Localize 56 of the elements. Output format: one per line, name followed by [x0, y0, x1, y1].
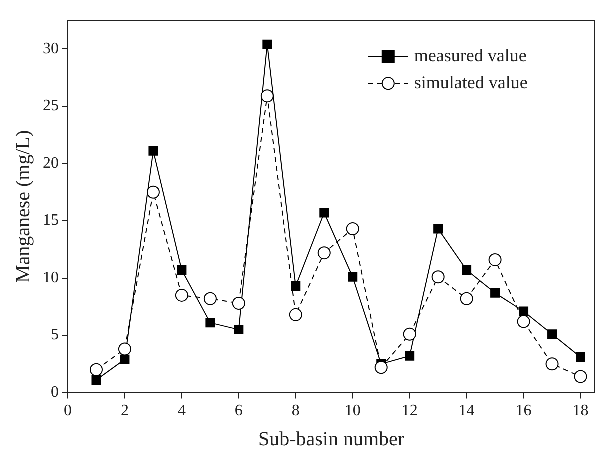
point — [204, 292, 217, 306]
point — [490, 288, 500, 298]
point — [175, 288, 188, 302]
point — [262, 40, 272, 50]
x-tick-label: 12 — [402, 402, 418, 420]
point — [291, 282, 301, 292]
point — [120, 354, 130, 364]
y-axis-title: Manganese (mg/L) — [12, 130, 34, 284]
point — [574, 370, 588, 384]
point — [148, 146, 158, 156]
y-tick-label: 25 — [43, 98, 59, 115]
y-tick-label: 20 — [43, 154, 59, 172]
point — [434, 224, 444, 234]
point — [320, 208, 330, 218]
x-tick-label: 4 — [178, 402, 186, 420]
point — [517, 315, 530, 328]
x-tick-label: 8 — [292, 402, 300, 420]
point — [177, 266, 187, 276]
point — [146, 186, 160, 199]
x-tick-label: 0 — [64, 402, 72, 420]
point — [348, 272, 358, 282]
point — [90, 363, 103, 376]
y-tick-label: 5 — [51, 326, 59, 344]
point — [374, 361, 388, 374]
x-tick-label: 2 — [120, 402, 129, 420]
point — [118, 342, 132, 356]
point — [234, 325, 244, 335]
point — [232, 296, 246, 310]
point — [405, 351, 415, 361]
point — [460, 292, 474, 306]
y-tick-label: 0 — [51, 384, 59, 402]
point — [576, 352, 586, 362]
point — [318, 246, 331, 260]
x-tick-label: 6 — [234, 402, 243, 420]
point — [206, 318, 216, 328]
point — [289, 308, 302, 322]
x-tick-label: 10 — [344, 402, 361, 420]
y-tick-label: 15 — [43, 212, 59, 230]
point — [260, 90, 274, 103]
y-tick-label: 10 — [43, 269, 59, 286]
point — [403, 328, 416, 341]
x-tick-label: 14 — [458, 402, 475, 420]
point — [346, 222, 360, 236]
legend-label: simulated value — [414, 72, 528, 92]
y-tick-label: 30 — [43, 40, 59, 58]
x-tick-label: 16 — [516, 402, 532, 420]
point — [546, 358, 559, 371]
point — [519, 306, 529, 316]
x-axis-title: Sub-basin number — [258, 428, 405, 450]
point — [92, 375, 102, 385]
x-tick-label: 18 — [572, 402, 589, 420]
point — [548, 330, 558, 340]
legend-label: measured value — [414, 45, 527, 66]
point — [432, 270, 445, 284]
point — [462, 266, 472, 276]
point — [488, 253, 502, 266]
